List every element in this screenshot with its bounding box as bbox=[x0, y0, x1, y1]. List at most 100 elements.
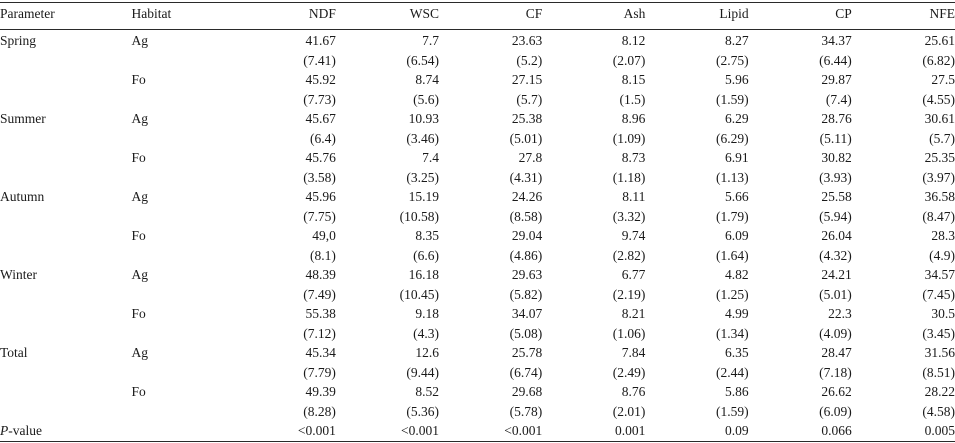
value-cell: (10.58) bbox=[399, 208, 440, 224]
value-cell: (10.45) bbox=[399, 286, 440, 302]
value-cell: (5.78) bbox=[509, 403, 543, 419]
table-row: (7.49) (10.45) (5.82) (2.19) (1.25) (5.01) (7.… bbox=[0, 285, 955, 305]
value-cell: 27.5 bbox=[931, 72, 955, 87]
value-cell: (6.74) bbox=[509, 364, 543, 380]
pvalue-label: P-value bbox=[0, 421, 132, 441]
habitat-cell: Fo bbox=[131, 72, 146, 87]
habitat-cell: Ag bbox=[131, 345, 149, 360]
header-row: Parameter Habitat NDF WSC CF Ash Lipid CP NFE bbox=[0, 3, 955, 29]
parameter-cell bbox=[0, 324, 132, 344]
value-cell: 7.4 bbox=[422, 150, 440, 165]
habitat-cell bbox=[132, 324, 233, 344]
habitat-cell bbox=[132, 421, 233, 441]
parameter-cell: Summer bbox=[0, 111, 46, 126]
value-cell: 22.3 bbox=[828, 306, 852, 321]
table-row: (6.4) (3.46) (5.01) (1.09) (6.29) (5.11) (5.7) bbox=[0, 129, 955, 149]
parameter-cell bbox=[0, 304, 132, 324]
value-cell: (5.82) bbox=[509, 286, 543, 302]
value-cell: 8.27 bbox=[724, 33, 749, 48]
value-cell: 9.74 bbox=[621, 228, 646, 243]
table-row: Fo 49,0 8.35 29.04 9.74 6.09 26.04 28.3 bbox=[0, 226, 955, 246]
value-cell: (3.93) bbox=[819, 169, 852, 185]
value-cell: 8.15 bbox=[621, 72, 646, 87]
table-row: (7.79) (9.44) (6.74) (2.49) (2.44) (7.18) (8.5… bbox=[0, 363, 955, 383]
value-cell: 29.63 bbox=[511, 267, 543, 282]
value-cell: (8.47) bbox=[922, 208, 955, 224]
habitat-cell bbox=[132, 129, 233, 149]
value-cell: (7.41) bbox=[303, 52, 336, 68]
parameter-cell bbox=[0, 402, 132, 422]
value-cell: 30.61 bbox=[924, 111, 955, 126]
value-cell: 45.92 bbox=[305, 72, 336, 87]
parameter-cell: Total bbox=[0, 345, 28, 360]
value-cell: (4.3) bbox=[413, 325, 440, 341]
value-cell: (7.49) bbox=[303, 286, 336, 302]
value-cell: 29.87 bbox=[821, 72, 852, 87]
value-cell: (3.97) bbox=[922, 169, 955, 185]
value-cell: (1.79) bbox=[715, 208, 749, 224]
value-cell: 27.8 bbox=[518, 150, 543, 165]
value-cell: 6.77 bbox=[621, 267, 646, 282]
value-cell: 5.66 bbox=[724, 189, 749, 204]
table-row: (8.1) (6.6) (4.86) (2.82) (1.64) (4.32) (4.9) bbox=[0, 246, 955, 266]
value-cell: (6.4) bbox=[309, 130, 336, 146]
value-cell: (2.01) bbox=[612, 403, 646, 419]
value-cell: (3.58) bbox=[303, 169, 336, 185]
header-cell: Lipid bbox=[719, 6, 749, 21]
value-cell: 4.82 bbox=[724, 267, 749, 282]
value-cell: (2.44) bbox=[715, 364, 749, 380]
header-cell: NDF bbox=[308, 6, 336, 21]
table-row: Autumn Ag 45.96 15.19 24.26 8.11 5.66 25.58 36.5… bbox=[0, 187, 955, 207]
value-cell: 34.07 bbox=[511, 306, 543, 321]
value-cell: 28.3 bbox=[931, 228, 955, 243]
value-cell: 25.35 bbox=[924, 150, 955, 165]
value-cell: (1.34) bbox=[715, 325, 749, 341]
parameter-cell bbox=[0, 51, 132, 71]
value-cell: (4.31) bbox=[509, 169, 543, 185]
header-cell: CF bbox=[525, 6, 543, 21]
value-cell: 23.63 bbox=[511, 33, 543, 48]
value-cell: (1.06) bbox=[612, 325, 646, 341]
value-cell: (1.09) bbox=[612, 130, 646, 146]
value-cell: (6.6) bbox=[413, 247, 440, 263]
value-cell: (6.29) bbox=[715, 130, 749, 146]
value-cell: (6.54) bbox=[406, 52, 440, 68]
value-cell: (1.59) bbox=[715, 403, 749, 419]
habitat-cell bbox=[132, 363, 233, 383]
value-cell: 25.58 bbox=[821, 189, 852, 204]
value-cell: 8.74 bbox=[415, 72, 440, 87]
habitat-cell bbox=[132, 285, 233, 305]
nutrient-table: Parameter Habitat NDF WSC CF Ash Lipid CP NFE Sp… bbox=[0, 3, 955, 441]
habitat-cell: Fo bbox=[131, 228, 146, 243]
value-cell: (3.32) bbox=[612, 208, 646, 224]
value-cell: 6.09 bbox=[724, 228, 749, 243]
value-cell: 10.93 bbox=[408, 111, 440, 126]
value-cell: (6.44) bbox=[819, 52, 852, 68]
value-cell: 24.26 bbox=[511, 189, 543, 204]
parameter-cell bbox=[0, 246, 132, 266]
habitat-cell: Fo bbox=[131, 306, 146, 321]
table-row: Winter Ag 48.39 16.18 29.63 6.77 4.82 24.21 34.5… bbox=[0, 265, 955, 285]
header-cell: Ash bbox=[623, 6, 646, 21]
value-cell: (7.4) bbox=[825, 91, 852, 107]
value-cell: (7.12) bbox=[303, 325, 336, 341]
value-cell: 7.7 bbox=[422, 33, 440, 48]
value-cell: 6.35 bbox=[724, 345, 749, 360]
value-cell: (7.73) bbox=[303, 91, 336, 107]
value-cell: (7.45) bbox=[922, 286, 955, 302]
table-row: Fo 49.39 8.52 29.68 8.76 5.86 26.62 28.22 bbox=[0, 382, 955, 402]
value-cell: (8.28) bbox=[303, 403, 336, 419]
header-cell: CP bbox=[835, 6, 852, 21]
value-cell: 8.52 bbox=[415, 384, 440, 399]
value-cell: 36.58 bbox=[924, 189, 955, 204]
value-cell: 55.38 bbox=[305, 306, 336, 321]
parameter-cell bbox=[0, 363, 132, 383]
value-cell: 4.99 bbox=[724, 306, 749, 321]
pvalue-row: P-value <0.001 <0.001 <0.001 0.001 0.09 0.066 0… bbox=[0, 421, 955, 441]
value-cell: (8.1) bbox=[309, 247, 336, 263]
parameter-cell: Autumn bbox=[0, 189, 45, 204]
value-cell: 27.15 bbox=[511, 72, 543, 87]
value-cell: (7.79) bbox=[303, 364, 336, 380]
parameter-cell bbox=[0, 226, 132, 246]
pvalue-label-italic: P bbox=[0, 423, 9, 438]
